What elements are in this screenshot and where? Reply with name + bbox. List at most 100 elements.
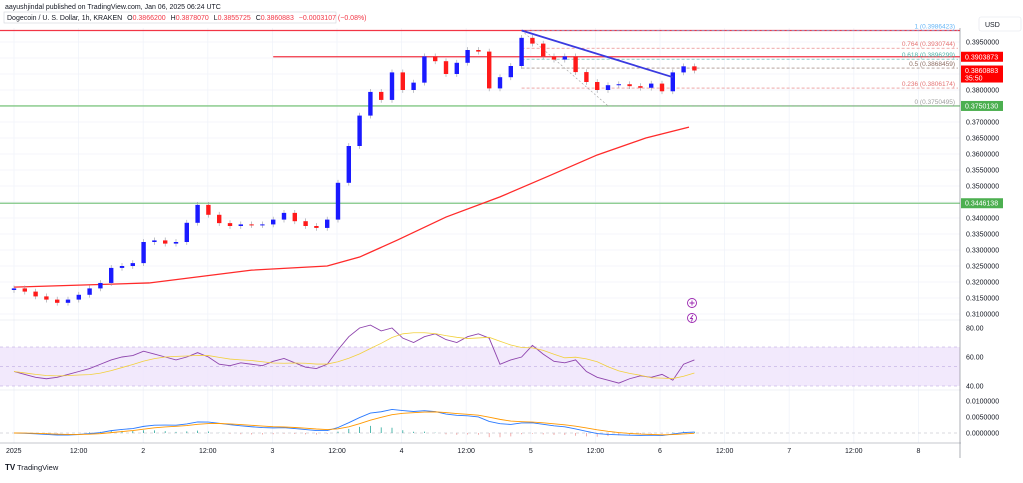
price-badge [961, 100, 1003, 111]
candle-body [670, 72, 675, 92]
candle [292, 210, 297, 225]
candle-body [454, 62, 459, 74]
candle [98, 280, 103, 292]
candle [389, 69, 395, 103]
candle [400, 69, 405, 93]
close-value: 0.3860883 [261, 15, 294, 22]
candle-body [163, 240, 168, 244]
lightning-icon[interactable] [687, 313, 697, 323]
fib-level-label: 0.764 (0.3930744) [902, 41, 955, 48]
candle-body [659, 83, 665, 92]
price-tick-label: 0.3200000 [966, 280, 999, 287]
candle [465, 47, 470, 66]
candle [33, 288, 38, 300]
candle-body [649, 83, 654, 88]
macd-line [13, 409, 695, 436]
published-text: aayushjindal published on TradingView.co… [5, 4, 221, 11]
currency-button[interactable] [978, 16, 1022, 32]
svg-text:TV: TV [5, 463, 16, 472]
time-tick-label: 7 [787, 448, 791, 455]
logo-text: TradingView [17, 463, 59, 472]
fib-level-label: 0.618 (0.3896299) [902, 52, 955, 59]
candle [271, 216, 276, 228]
candle [249, 221, 254, 228]
candle-body [487, 51, 492, 89]
fib-trend-line [521, 30, 609, 107]
legend: Dogecoin / U. S. Dollar, 1h, KRAKEN O0.3… [7, 15, 367, 22]
candle-body [573, 56, 578, 73]
candle [411, 79, 416, 93]
candles [11, 34, 697, 306]
candle [55, 296, 60, 306]
price-badge-label: 0.3903873 [965, 54, 998, 61]
time-tick-label: 12:00 [199, 448, 217, 455]
candle [379, 89, 384, 103]
rsi-ma-line [13, 332, 695, 379]
candle-body [44, 296, 49, 300]
rsi-panel [13, 324, 695, 384]
candle-body [627, 84, 632, 87]
tradingview-logo: TV TradingView [5, 463, 59, 472]
candle [152, 237, 157, 245]
high-value: 0.3878070 [176, 15, 209, 22]
candle [584, 69, 589, 85]
candle [195, 202, 200, 226]
candle-body [11, 288, 17, 290]
candle [184, 219, 189, 245]
rsi-band-lines [0, 346, 960, 387]
candle-body [379, 91, 384, 100]
candle [357, 112, 362, 149]
candle-body [357, 115, 362, 146]
add-alert-icon[interactable] [687, 298, 697, 308]
low-value: 0.3855725 [218, 15, 251, 22]
candle-body [98, 282, 103, 289]
time-tick-label: 4 [400, 448, 404, 455]
candle-body [55, 299, 60, 303]
candle [335, 179, 341, 223]
candle [109, 265, 114, 286]
candle [281, 210, 287, 223]
candle-body [217, 214, 222, 224]
candle-body [335, 182, 341, 220]
candle-body [76, 294, 81, 300]
candle-body [249, 224, 254, 226]
time-tick-label: 12:00 [457, 448, 475, 455]
price-axis-labels: 0.3950000 0.3800000 0.3700000 0.3650000 0.36… [961, 40, 1003, 438]
open-value: 0.3866200 [133, 15, 166, 22]
candle-body [476, 50, 481, 52]
candle-body [400, 72, 405, 90]
candle [11, 285, 17, 293]
candle [303, 218, 308, 229]
candle [616, 81, 621, 89]
price-axis[interactable] [961, 28, 1023, 456]
candle [227, 220, 233, 229]
time-tick-label: 12:00 [328, 448, 346, 455]
candle [87, 285, 92, 298]
candle-body [184, 222, 189, 242]
candle [141, 239, 146, 266]
trend-line[interactable] [521, 29, 674, 79]
horizontal-lines [0, 29, 960, 204]
time-tick-label: 8 [916, 448, 920, 455]
candle [368, 89, 373, 119]
price-tick-label: 0.3300000 [966, 248, 999, 255]
price-badge [961, 198, 1003, 209]
time-tick-label: 3 [270, 448, 274, 455]
candle-body [292, 212, 297, 222]
candle [573, 53, 578, 75]
candle-body [227, 223, 233, 226]
candle [487, 48, 492, 92]
moving-average-line [13, 126, 690, 288]
candle [217, 211, 222, 226]
candle-body [422, 56, 427, 83]
macd-tick-label: 0.0100000 [966, 399, 999, 406]
candle-body [22, 288, 27, 292]
candle [605, 82, 611, 93]
price-tick-label: 0.3800000 [966, 88, 999, 95]
time-axis[interactable]: 2025 12:00 2 12:00 3 12:00 4 12:00 5 12:00 6 12:00 7… [6, 448, 920, 455]
candle-body [562, 56, 567, 60]
candle [443, 58, 449, 77]
price-tick-label: 0.3350000 [966, 232, 999, 239]
price-tick-label: 0.3950000 [966, 40, 999, 47]
